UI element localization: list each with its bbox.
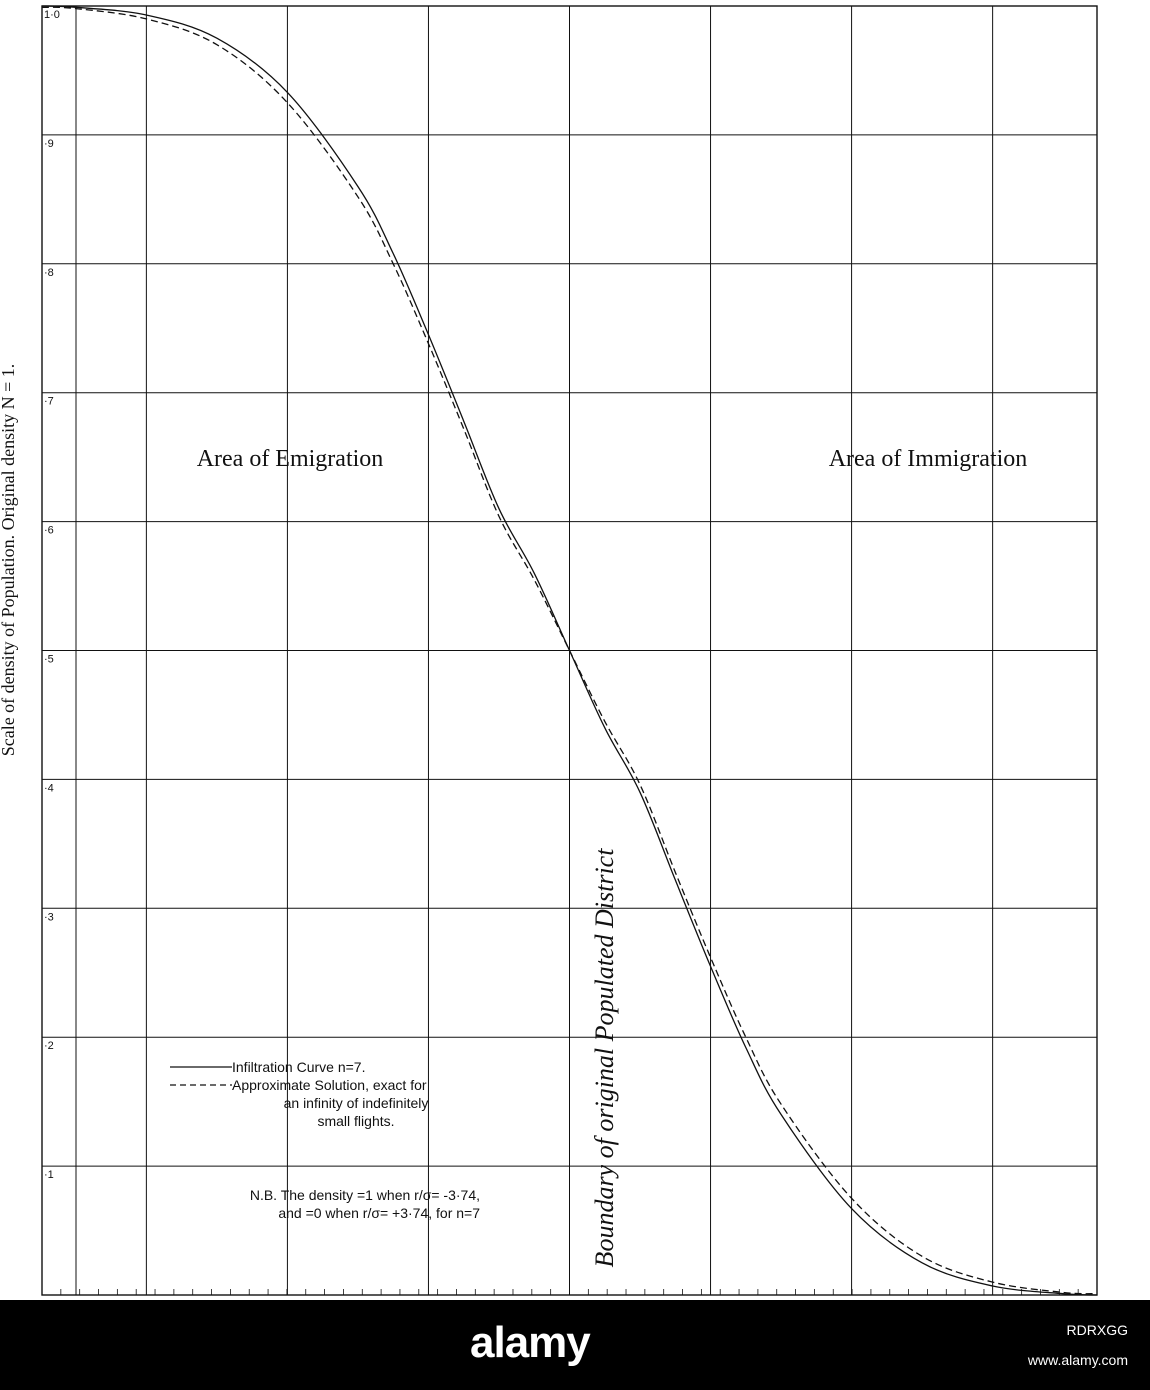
y-tick-label: ·3 <box>44 911 54 923</box>
y-tick-label: ·6 <box>44 525 54 537</box>
y-tick-label: ·4 <box>44 782 54 794</box>
y-tick-label: ·9 <box>44 138 54 150</box>
curves <box>41 5 1098 1296</box>
grid <box>41 5 1098 1296</box>
boundary-label: Boundary of original Populated District <box>590 848 619 1268</box>
legend: Infiltration Curve n=7. Approximate Solut… <box>170 1059 428 1129</box>
y-tick-label: ·5 <box>44 654 54 666</box>
legend-label: Infiltration Curve n=7. <box>232 1059 365 1075</box>
chart: 1·0 ·9 ·8 ·7 ·6 ·5 ·4 ·3 ·2 ·1 Scale of density o… <box>0 5 1098 1296</box>
y-tick-labels: 1·0 ·9 ·8 ·7 ·6 ·5 ·4 ·3 ·2 ·1 <box>44 9 60 1181</box>
area-immigration-label: Area of Immigration <box>829 446 1028 472</box>
image-id: RDRXGG <box>1066 1322 1128 1338</box>
note-line: N.B. The density =1 when r/σ= -3·74, <box>250 1187 480 1203</box>
watermark-footer: alamy RDRXGG www.alamy.com <box>0 1300 1150 1390</box>
legend-label: an infinity of indefinitely <box>284 1095 429 1111</box>
legend-label: Approximate Solution, exact for <box>232 1077 427 1093</box>
note-line: and =0 when r/σ= +3·74, for n=7 <box>278 1205 480 1221</box>
note: N.B. The density =1 when r/σ= -3·74, and … <box>250 1187 480 1221</box>
area-emigration-label: Area of Emigration <box>197 446 384 472</box>
approximate-solution-curve <box>41 6 1098 1295</box>
y-tick-label: ·1 <box>44 1169 54 1181</box>
y-tick-label: 1·0 <box>44 9 60 21</box>
y-tick-label: ·7 <box>44 396 54 408</box>
y-tick-label: ·2 <box>44 1040 54 1052</box>
y-axis-label: Scale of density of Population. Original… <box>0 364 18 757</box>
site-url: www.alamy.com <box>1027 1352 1128 1368</box>
legend-label: small flights. <box>317 1113 394 1129</box>
alamy-logo: alamy <box>470 1318 591 1367</box>
y-tick-label: ·8 <box>44 267 54 279</box>
